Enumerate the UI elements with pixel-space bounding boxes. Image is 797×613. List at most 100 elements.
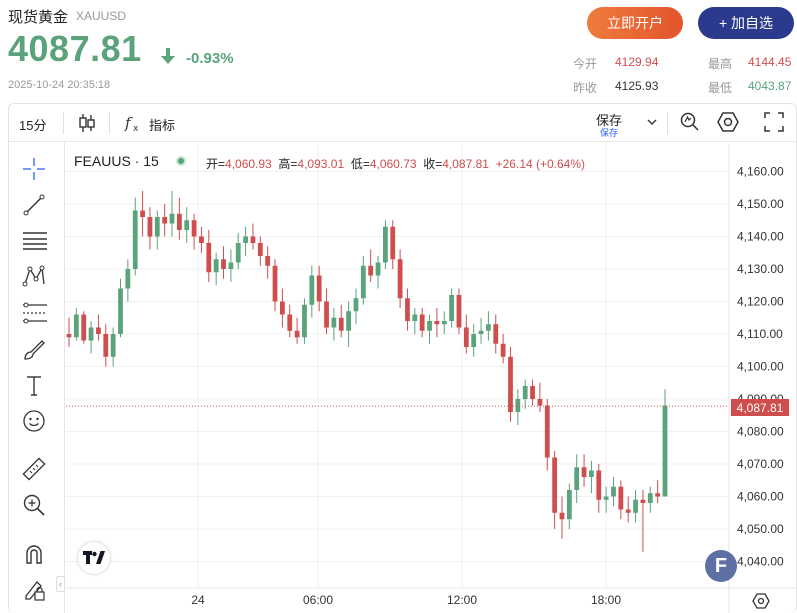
axis-settings-icon[interactable] [752,592,770,610]
ohlc-open-label: 开= [206,157,226,171]
candle-body [640,499,646,503]
svg-text:x: x [133,124,139,133]
toolbar-divider [109,112,110,134]
last-price: 4087.81 [8,28,142,69]
candle-body [309,275,315,305]
indicators-button[interactable]: 指标 [149,118,176,133]
chart-toolbar [9,104,795,142]
change-percent: -0.93% [186,50,234,67]
candle-body [625,509,631,513]
draw-lock-icon[interactable] [22,578,46,602]
open-account-button[interactable]: 立即开户 [587,7,683,39]
ohlc-close-label: 收= [423,157,443,171]
candle-body [118,288,123,334]
candle-body [140,210,145,217]
text-tool-icon[interactable] [22,374,46,398]
candle-body [566,490,572,520]
prev-close-label: 昨收 [573,81,598,95]
candle-body [383,226,388,263]
quote-timestamp: 2025-10-24 20:35:18 [8,79,111,91]
candle-body [603,496,609,500]
candle-body [390,226,396,260]
function-fx-icon[interactable]: f x [123,113,143,133]
toolbar-divider [667,112,668,134]
candlestick-type-icon[interactable] [78,113,96,133]
candle-body [287,314,293,331]
chevron-down-icon[interactable] [646,117,658,127]
ohlc-change: +26.14 (+0.64%) [495,157,586,171]
ohlc-open: 4,060.93 [225,157,272,171]
candle-body [662,405,668,497]
candle-body [655,493,661,497]
trend-line-icon[interactable] [22,193,46,217]
candle-body [110,334,116,357]
crosshair-icon[interactable] [22,157,46,181]
candle-body [176,213,182,230]
candle-body [508,356,513,412]
candle-body [647,493,653,503]
y-tick-label: 4,130.00 [737,262,784,276]
candle-body [206,243,212,273]
fullscreen-icon[interactable] [764,112,784,132]
collapse-toolbar-button[interactable]: ‹ [56,576,65,592]
candle-body [324,301,329,328]
zoom-in-icon[interactable] [22,493,46,517]
candle-body [463,327,469,347]
ohlc-legend: 开=4,060.93 高=4,093.01 低=4,060.73 收=4,087… [206,155,585,172]
candle-body [331,317,337,328]
y-tick-label: 4,060.00 [737,490,784,504]
arrow-down-icon [161,48,175,64]
f-badge-button[interactable]: F [705,550,737,582]
forecast-icon[interactable] [22,301,48,325]
candle-body [88,327,94,341]
candle-body [368,265,374,276]
candle-body [132,210,138,269]
drawing-toolbar [9,142,65,613]
fib-lines-icon[interactable] [22,229,48,253]
y-tick-label: 4,140.00 [737,230,784,244]
y-tick-label: 4,120.00 [737,295,784,309]
candle-body [228,262,234,269]
candle-body [221,259,226,269]
quick-search-icon[interactable] [679,111,701,133]
ruler-icon[interactable] [22,457,46,481]
settings-icon[interactable] [717,111,739,133]
brush-icon[interactable] [22,338,46,362]
candle-body [500,343,506,357]
pattern-icon[interactable] [22,264,46,288]
y-tick-label: 4,080.00 [737,425,784,439]
y-tick-label: 4,110.00 [737,327,783,341]
market-status-dot [176,156,186,166]
candle-body [162,217,168,224]
open-label: 今开 [573,57,598,71]
save-button[interactable]: 保存 [596,113,623,128]
y-tick-label: 4,100.00 [737,360,784,374]
tradingview-logo-icon[interactable] [78,542,110,574]
candle-body [272,265,278,302]
candle-body [184,220,190,230]
candle-body [471,334,477,347]
y-tick-label: 4,160.00 [737,165,784,179]
ohlc-high-label: 高= [278,157,298,171]
candle-body [66,334,72,338]
add-watchlist-button[interactable]: + 加自选 [698,7,794,39]
candle-body [419,314,425,331]
candle-body [346,311,351,331]
interval-selector[interactable]: 15分 [19,118,47,133]
emoji-icon[interactable] [22,409,46,433]
instrument-symbol: XAUUSD [76,9,127,23]
candle-body [478,330,484,334]
candle-body [441,321,447,325]
candle-body [103,334,109,357]
instrument-name: 现货黄金 [8,9,69,26]
magnet-icon[interactable] [22,542,46,566]
candle-body [456,295,462,328]
candle-body [618,486,624,510]
candle-body [596,470,602,500]
x-tick-label: 06:00 [303,593,333,607]
candle-body [73,314,79,338]
ohlc-high: 4,093.01 [297,157,345,171]
candle-body [633,499,638,513]
candle-body [397,259,403,299]
